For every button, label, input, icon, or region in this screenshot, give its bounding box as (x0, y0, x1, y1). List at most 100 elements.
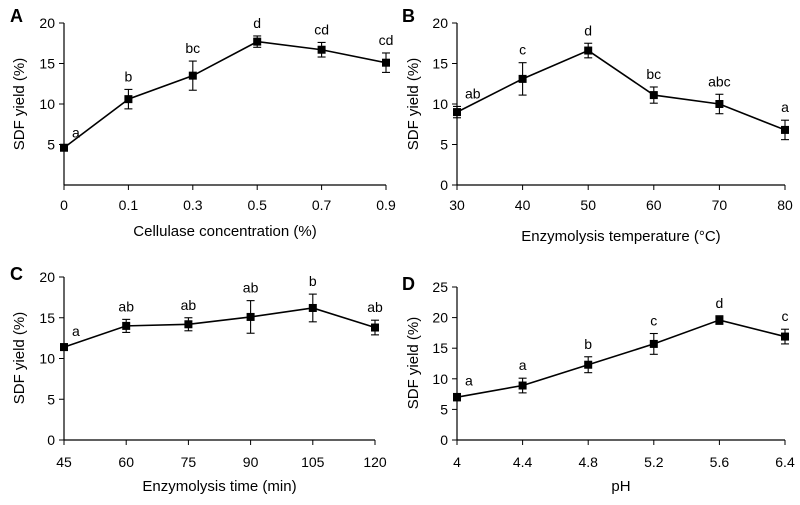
x-tick-label: 80 (777, 197, 793, 213)
data-point (649, 339, 658, 348)
chart-panel-a: A 5 10 15 20 0 0.1 0.3 0.5 0.7 0.9 Cellulase concen… (10, 6, 396, 240)
significance-label: d (716, 295, 724, 311)
x-tick-label: 45 (56, 454, 72, 470)
x-tick-label: 6.4 (775, 454, 795, 470)
significance-label: a (465, 372, 473, 388)
data-point (60, 343, 68, 352)
data-point (246, 312, 255, 321)
significance-label: b (584, 336, 592, 352)
x-axis-title: Enzymolysis time (min) (142, 478, 296, 495)
y-tick-label: 5 (47, 137, 55, 153)
significance-label: cd (379, 32, 394, 48)
chart-panel-d: D 0 5 10 15 20 25 4 4.4 4.8 5.2 5.6 6.4 pH SDF yield (… (402, 274, 795, 495)
data-point (715, 100, 724, 108)
y-tick-label: 15 (432, 56, 448, 72)
significance-label: c (650, 313, 657, 329)
x-tick-label: 0.9 (376, 197, 396, 213)
y-axis-title: SDF yield (%) (11, 58, 28, 151)
x-tick-label: 50 (580, 197, 596, 213)
series-line (456, 319, 786, 398)
significance-label: d (584, 22, 592, 38)
x-tick-label: 40 (515, 197, 531, 213)
data-point (453, 108, 461, 117)
y-tick-label: 5 (440, 401, 448, 417)
y-tick-label: 0 (47, 432, 55, 448)
significance-label: ab (367, 299, 383, 315)
significance-label: c (782, 308, 789, 324)
y-tick-label: 10 (39, 351, 55, 367)
y-tick-label: 0 (440, 432, 448, 448)
panel-letter: C (10, 264, 23, 284)
data-point (371, 323, 379, 332)
data-point (122, 321, 131, 330)
significance-label: c (519, 42, 526, 58)
y-axis-title: SDF yield (%) (405, 317, 422, 410)
significance-label: bc (646, 66, 661, 82)
significance-label: d (253, 15, 261, 31)
x-tick-label: 4.8 (578, 454, 598, 470)
significance-label: ab (118, 298, 134, 314)
data-point (584, 46, 593, 55)
significance-label: ab (465, 85, 481, 101)
series-line (63, 40, 387, 149)
x-axis-title: Cellulase concentration (%) (133, 223, 316, 240)
x-tick-label: 0.7 (312, 197, 332, 213)
x-tick-label: 0.5 (247, 197, 267, 213)
significance-label: a (72, 323, 80, 339)
y-tick-label: 20 (432, 310, 448, 326)
y-tick-label: 25 (432, 279, 448, 295)
y-tick-label: 0 (440, 177, 448, 193)
significance-label: bc (185, 40, 200, 56)
significance-label: ab (243, 280, 259, 296)
y-tick-label: 5 (47, 391, 55, 407)
x-tick-label: 75 (181, 454, 197, 470)
y-tick-label: 15 (432, 340, 448, 356)
x-tick-label: 105 (301, 454, 325, 470)
data-point (184, 320, 193, 329)
x-tick-label: 30 (449, 197, 465, 213)
data-point (60, 143, 68, 152)
data-point (781, 332, 789, 341)
x-tick-label: 0.1 (119, 197, 139, 213)
data-point (453, 393, 461, 402)
x-tick-label: 5.6 (710, 454, 730, 470)
data-point (317, 45, 326, 54)
y-tick-label: 20 (432, 15, 448, 31)
significance-label: a (519, 357, 527, 373)
data-point (781, 125, 789, 134)
series-line (456, 49, 786, 131)
y-tick-label: 15 (39, 310, 55, 326)
data-point (584, 360, 593, 369)
y-tick-label: 10 (39, 96, 55, 112)
y-tick-label: 10 (432, 371, 448, 387)
significance-label: ab (181, 297, 197, 313)
x-axis-title: pH (611, 478, 630, 495)
x-tick-label: 90 (243, 454, 259, 470)
panel-letter: A (10, 6, 23, 26)
data-point (188, 71, 197, 80)
data-point (253, 37, 262, 46)
x-tick-label: 4.4 (513, 454, 533, 470)
x-tick-label: 0 (60, 197, 68, 213)
y-tick-label: 10 (432, 96, 448, 112)
data-point (124, 95, 133, 104)
significance-label: a (781, 99, 789, 115)
chart-panel-c: C 0 5 10 15 20 45 60 75 90 105 120 Enzymolysis time … (10, 264, 387, 495)
x-tick-label: 4 (453, 454, 461, 470)
x-tick-label: 0.3 (183, 197, 203, 213)
significance-label: a (72, 124, 80, 140)
x-tick-label: 60 (118, 454, 134, 470)
y-axis-title: SDF yield (%) (11, 312, 28, 405)
chart-panel-b: B 0 5 10 15 20 30 40 50 60 70 80 Enzymolysis tempera… (402, 6, 793, 245)
x-tick-label: 60 (646, 197, 662, 213)
y-tick-label: 20 (39, 15, 55, 31)
series-line (63, 307, 376, 348)
y-tick-label: 20 (39, 269, 55, 285)
y-tick-label: 5 (440, 137, 448, 153)
panel-letter: B (402, 6, 415, 26)
x-tick-label: 5.2 (644, 454, 664, 470)
significance-label: abc (708, 73, 731, 89)
data-point (382, 58, 390, 67)
panel-letter: D (402, 274, 415, 294)
